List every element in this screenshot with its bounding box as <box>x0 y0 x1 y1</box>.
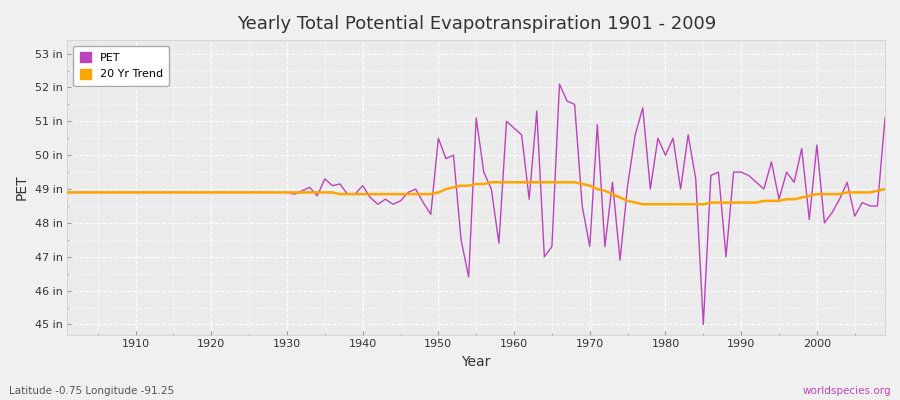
20 Yr Trend <box>289 190 300 195</box>
20 Yr Trend <box>508 180 519 185</box>
PET <box>879 116 890 120</box>
20 Yr Trend <box>335 192 346 196</box>
Legend: PET, 20 Yr Trend: PET, 20 Yr Trend <box>73 46 169 86</box>
PET <box>501 119 512 124</box>
Text: worldspecies.org: worldspecies.org <box>803 386 891 396</box>
Line: PET: PET <box>68 84 885 324</box>
Text: Latitude -0.75 Longitude -91.25: Latitude -0.75 Longitude -91.25 <box>9 386 175 396</box>
Y-axis label: PET: PET <box>15 174 29 200</box>
PET <box>122 190 133 195</box>
PET <box>554 82 565 86</box>
PET <box>335 182 346 186</box>
20 Yr Trend <box>637 202 648 207</box>
20 Yr Trend <box>486 180 497 185</box>
20 Yr Trend <box>517 180 527 185</box>
Title: Yearly Total Potential Evapotranspiration 1901 - 2009: Yearly Total Potential Evapotranspiratio… <box>237 15 716 33</box>
Line: 20 Yr Trend: 20 Yr Trend <box>68 182 885 204</box>
PET <box>62 190 73 195</box>
PET <box>508 126 519 130</box>
X-axis label: Year: Year <box>462 355 490 369</box>
PET <box>608 180 618 185</box>
PET <box>698 322 708 327</box>
20 Yr Trend <box>879 187 890 192</box>
20 Yr Trend <box>608 192 618 196</box>
20 Yr Trend <box>62 190 73 195</box>
PET <box>289 192 300 196</box>
20 Yr Trend <box>122 190 133 195</box>
